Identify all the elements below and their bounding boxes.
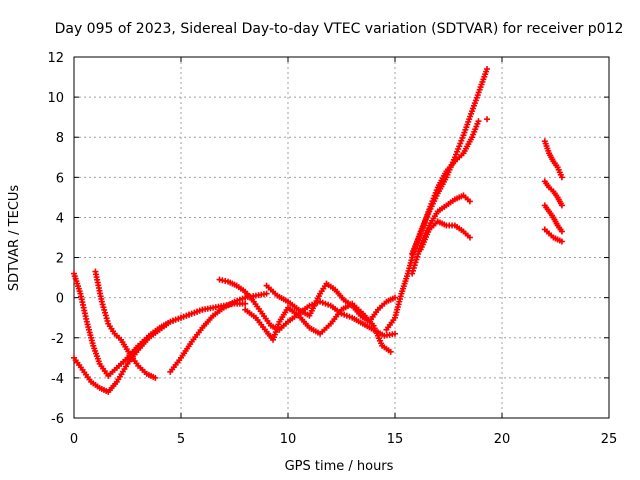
data-point <box>558 228 565 235</box>
data-point <box>152 374 159 381</box>
data-point <box>242 300 249 307</box>
data-point <box>392 294 398 301</box>
x-tick-label: 5 <box>177 432 185 447</box>
data-point <box>475 118 482 125</box>
series-sat-g <box>263 280 398 325</box>
series-sat-n <box>541 202 565 235</box>
series-sat-h <box>383 66 491 333</box>
chart-title: Day 095 of 2023, Sidereal Day-to-day VTE… <box>55 21 624 37</box>
data-point <box>466 198 473 205</box>
x-tick-label: 25 <box>601 432 618 447</box>
data-series <box>71 66 565 395</box>
y-tick-label: 12 <box>47 51 64 66</box>
grid <box>74 57 609 418</box>
data-point <box>199 306 206 313</box>
data-point <box>558 238 565 245</box>
y-tick-label: -2 <box>51 332 64 347</box>
y-tick-label: 4 <box>56 211 64 226</box>
series-sat-k <box>417 218 473 253</box>
x-tick-label: 0 <box>70 432 78 447</box>
x-axis-label: GPS time / hours <box>285 459 394 474</box>
series-sat-i <box>409 118 482 257</box>
series-sat-l <box>541 138 565 181</box>
data-point <box>558 174 565 181</box>
data-point <box>484 116 491 123</box>
data-point <box>409 270 416 277</box>
data-point <box>484 66 491 73</box>
data-point <box>411 262 418 269</box>
y-tick-label: -4 <box>51 372 64 387</box>
data-point <box>413 256 420 263</box>
x-tick-label: 10 <box>280 432 297 447</box>
data-point <box>263 290 270 297</box>
plot-frame <box>73 56 610 419</box>
y-tick-label: 2 <box>56 252 64 267</box>
x-tick-label: 15 <box>387 432 404 447</box>
axis-ticks: 0 5 10 15 20 25 -6 -4 -2 0 2 4 6 8 10 12 <box>47 51 617 447</box>
y-axis-label: SDTVAR / TECUs <box>7 185 22 292</box>
y-tick-label: 0 <box>56 292 64 307</box>
data-point <box>409 267 416 274</box>
series-sat-e <box>216 276 398 339</box>
data-point <box>466 234 473 241</box>
y-tick-label: 10 <box>47 91 64 106</box>
series-sat-b <box>71 306 206 395</box>
data-point <box>558 202 565 209</box>
series-sat-o <box>541 226 565 245</box>
series-sat-c <box>92 268 159 381</box>
data-point <box>392 330 398 337</box>
x-tick-label: 20 <box>494 432 511 447</box>
y-tick-label: 6 <box>56 171 64 186</box>
series-sat-m <box>541 178 565 209</box>
data-point <box>415 250 422 257</box>
y-tick-label: 8 <box>56 131 64 146</box>
data-point <box>410 264 417 271</box>
data-point <box>387 348 394 355</box>
data-point <box>412 259 419 266</box>
y-tick-label: -6 <box>51 412 64 427</box>
data-point <box>414 253 421 260</box>
